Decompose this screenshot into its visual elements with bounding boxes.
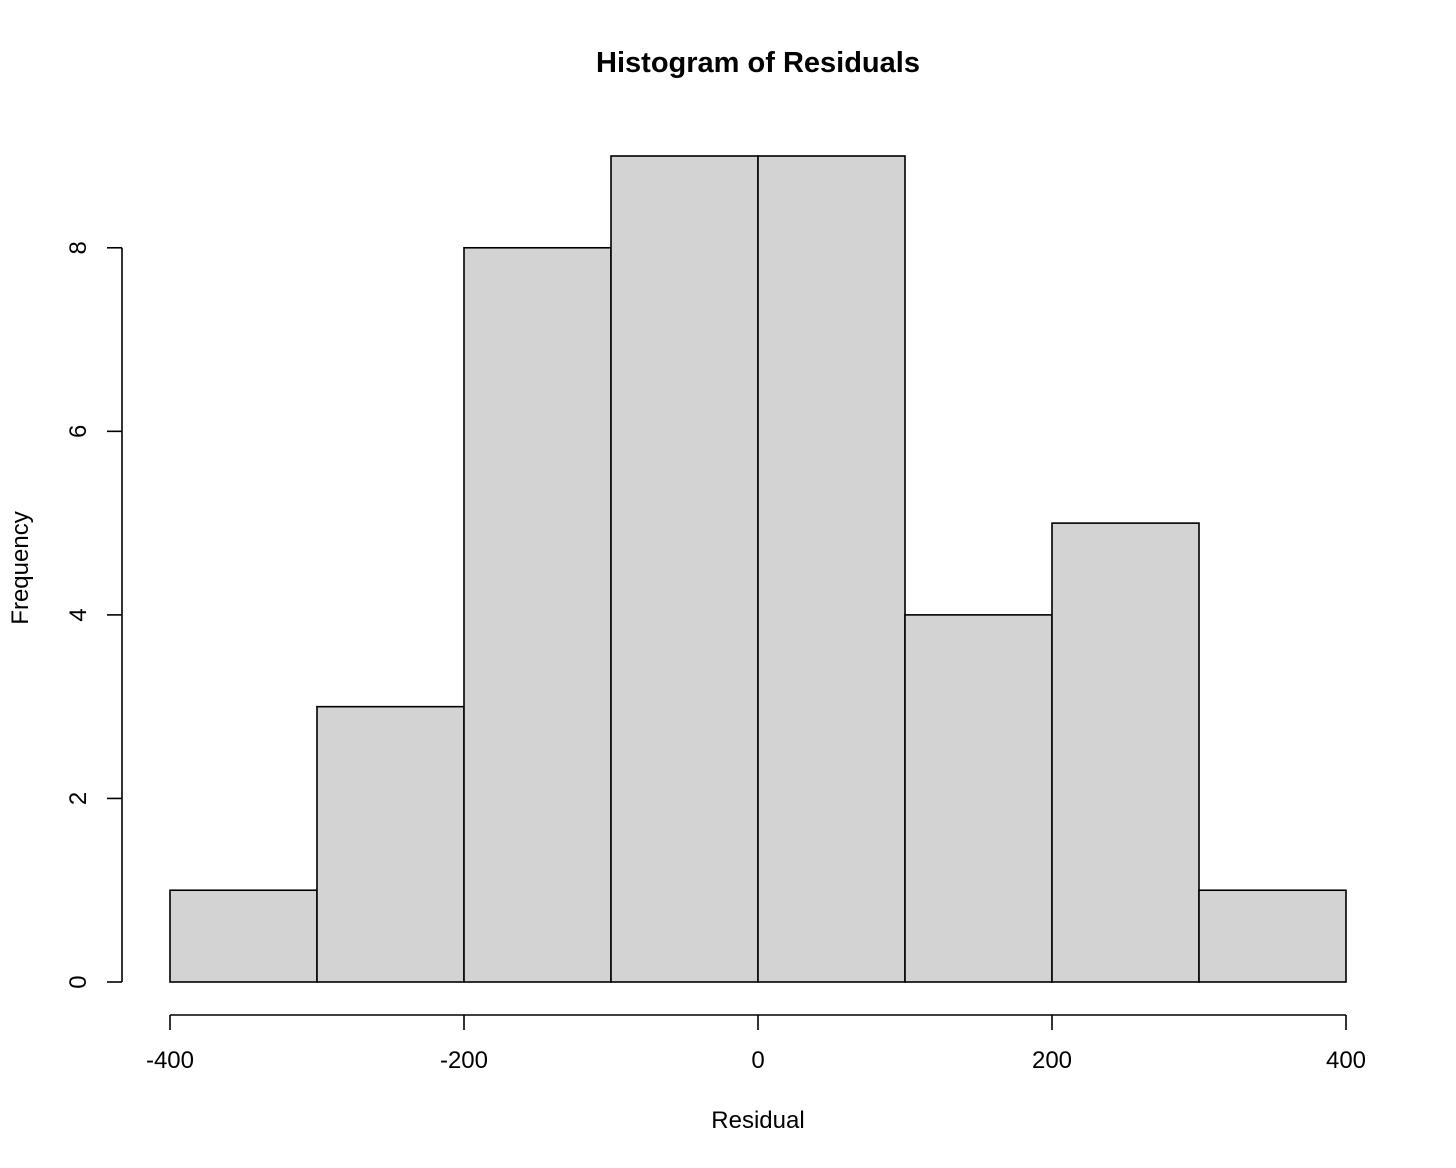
y-tick-label: 4 bbox=[65, 608, 92, 621]
histogram-bar bbox=[316, 705, 465, 983]
x-axis-label: Residual bbox=[711, 1107, 804, 1134]
y-axis-label: Frequency bbox=[7, 511, 34, 624]
x-tick-label: -200 bbox=[440, 1047, 488, 1074]
histogram-bar bbox=[904, 614, 1053, 983]
y-tick-label: 2 bbox=[65, 792, 92, 805]
y-axis: 0 2 4 6 8 bbox=[65, 241, 123, 989]
x-tick-label: -400 bbox=[146, 1047, 194, 1074]
x-tick-label: 200 bbox=[1032, 1047, 1072, 1074]
histogram-bar bbox=[1051, 522, 1200, 983]
y-tick-label: 6 bbox=[65, 425, 92, 438]
histogram-bar bbox=[757, 155, 906, 983]
y-tick-label: 8 bbox=[65, 241, 92, 254]
x-tick-label: 400 bbox=[1326, 1047, 1366, 1074]
histogram-bar bbox=[463, 246, 612, 983]
y-tick-label: 0 bbox=[65, 975, 92, 988]
histogram-bar bbox=[1198, 889, 1347, 983]
histogram-bar bbox=[169, 889, 318, 983]
chart-title: Histogram of Residuals bbox=[596, 47, 920, 79]
histogram-bar bbox=[610, 155, 759, 983]
x-tick-label: 0 bbox=[751, 1047, 764, 1074]
x-axis: -400 -200 0 200 400 bbox=[146, 1014, 1366, 1074]
bars-layer bbox=[169, 155, 1347, 983]
